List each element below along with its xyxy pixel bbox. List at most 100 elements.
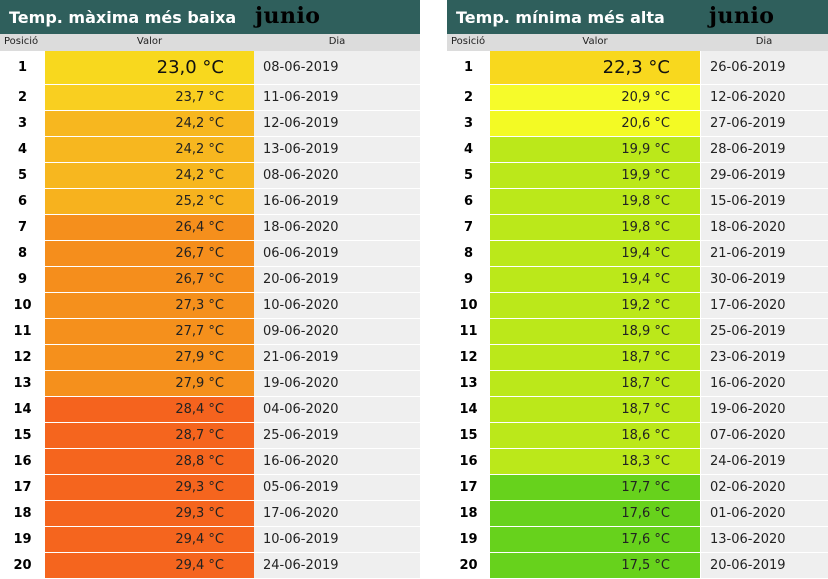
date-cell: 02-06-2020: [701, 475, 828, 500]
rank-cell: 19: [447, 527, 490, 552]
table-row: 9 19,4 °C 30-06-2019: [447, 267, 828, 293]
temperature-cell: 26,7 °C: [45, 267, 254, 292]
table-row: 7 19,8 °C 18-06-2020: [447, 215, 828, 241]
temperature-cell: 19,2 °C: [490, 293, 700, 318]
header-value: Valor: [582, 36, 608, 47]
temperature-cell: 17,5 °C: [490, 553, 700, 578]
header-day: Dia: [328, 36, 346, 47]
temperature-cell: 23,7 °C: [45, 85, 254, 110]
rank-cell: 18: [447, 501, 490, 526]
rank-cell: 12: [0, 345, 45, 370]
rank-cell: 9: [447, 267, 490, 292]
date-cell: 20-06-2019: [254, 267, 420, 292]
table-body: 1 23,0 °C 08-06-2019 2 23,7 °C 11-06-2019 3 24,…: [0, 51, 420, 579]
temperature-cell: 17,6 °C: [490, 527, 700, 552]
header-value: Valor: [136, 36, 163, 47]
table-row: 4 24,2 °C 13-06-2019: [0, 137, 420, 163]
temperature-cell: 29,4 °C: [45, 527, 254, 552]
date-cell: 01-06-2020: [701, 501, 828, 526]
table-title: Temp. màxima més baixa: [9, 8, 237, 27]
temperature-cell: 28,7 °C: [45, 423, 254, 448]
rank-cell: 5: [447, 163, 490, 188]
rank-cell: 20: [447, 553, 490, 578]
date-cell: 27-06-2019: [701, 111, 828, 136]
date-cell: 30-06-2019: [701, 267, 828, 292]
date-cell: 23-06-2019: [701, 345, 828, 370]
date-cell: 18-06-2020: [254, 215, 420, 240]
temperature-cell: 23,0 °C: [45, 51, 254, 84]
rank-cell: 9: [0, 267, 45, 292]
rank-cell: 6: [447, 189, 490, 214]
temperature-cell: 18,3 °C: [490, 449, 700, 474]
table-row: 2 20,9 °C 12-06-2020: [447, 85, 828, 111]
rank-cell: 15: [447, 423, 490, 448]
table-body: 1 22,3 °C 26-06-2019 2 20,9 °C 12-06-2020 3 20,…: [447, 51, 828, 579]
table-row: 14 28,4 °C 04-06-2020: [0, 397, 420, 423]
rank-cell: 17: [0, 475, 45, 500]
temperature-cell: 26,4 °C: [45, 215, 254, 240]
table-row: 12 18,7 °C 23-06-2019: [447, 345, 828, 371]
date-cell: 11-06-2019: [254, 85, 420, 110]
rank-cell: 3: [447, 111, 490, 136]
rank-cell: 4: [447, 137, 490, 162]
rank-cell: 16: [447, 449, 490, 474]
temperature-cell: 17,7 °C: [490, 475, 700, 500]
table-row: 18 17,6 °C 01-06-2020: [447, 501, 828, 527]
table-min-temp-highest: Temp. mínima més alta junio Posició Valo…: [447, 0, 828, 579]
date-cell: 20-06-2019: [701, 553, 828, 578]
rank-cell: 17: [447, 475, 490, 500]
temperature-cell: 29,3 °C: [45, 501, 254, 526]
table-row: 12 27,9 °C 21-06-2019: [0, 345, 420, 371]
date-cell: 13-06-2020: [701, 527, 828, 552]
date-cell: 08-06-2020: [254, 163, 420, 188]
table-row: 1 22,3 °C 26-06-2019: [447, 51, 828, 85]
date-cell: 13-06-2019: [254, 137, 420, 162]
temperature-cell: 19,8 °C: [490, 189, 700, 214]
date-cell: 26-06-2019: [701, 51, 828, 84]
date-cell: 29-06-2019: [701, 163, 828, 188]
temperature-cell: 18,9 °C: [490, 319, 700, 344]
date-cell: 07-06-2020: [701, 423, 828, 448]
rank-cell: 16: [0, 449, 45, 474]
rank-cell: 14: [0, 397, 45, 422]
date-cell: 17-06-2020: [701, 293, 828, 318]
rank-cell: 4: [0, 137, 45, 162]
table-row: 8 26,7 °C 06-06-2019: [0, 241, 420, 267]
table-row: 17 29,3 °C 05-06-2019: [0, 475, 420, 501]
temperature-cell: 24,2 °C: [45, 137, 254, 162]
temperature-cell: 28,8 °C: [45, 449, 254, 474]
rank-cell: 10: [0, 293, 45, 318]
date-cell: 05-06-2019: [254, 475, 420, 500]
temperature-cell: 24,2 °C: [45, 111, 254, 136]
table-row: 6 19,8 °C 15-06-2019: [447, 189, 828, 215]
temperature-cell: 27,7 °C: [45, 319, 254, 344]
table-row: 13 27,9 °C 19-06-2020: [0, 371, 420, 397]
date-cell: 19-06-2020: [701, 397, 828, 422]
rank-cell: 1: [0, 51, 45, 84]
table-row: 11 18,9 °C 25-06-2019: [447, 319, 828, 345]
date-cell: 21-06-2019: [254, 345, 420, 370]
rank-cell: 18: [0, 501, 45, 526]
date-cell: 16-06-2020: [701, 371, 828, 396]
table-row: 18 29,3 °C 17-06-2020: [0, 501, 420, 527]
temperature-cell: 18,6 °C: [490, 423, 700, 448]
date-cell: 18-06-2020: [701, 215, 828, 240]
table-row: 5 19,9 °C 29-06-2019: [447, 163, 828, 189]
table-row: 10 19,2 °C 17-06-2020: [447, 293, 828, 319]
rank-cell: 3: [0, 111, 45, 136]
rank-cell: 10: [447, 293, 490, 318]
date-cell: 25-06-2019: [701, 319, 828, 344]
table-row: 3 20,6 °C 27-06-2019: [447, 111, 828, 137]
table-row: 13 18,7 °C 16-06-2020: [447, 371, 828, 397]
rank-cell: 5: [0, 163, 45, 188]
rank-cell: 7: [447, 215, 490, 240]
table-row: 3 24,2 °C 12-06-2019: [0, 111, 420, 137]
table-row: 4 19,9 °C 28-06-2019: [447, 137, 828, 163]
temperature-cell: 20,9 °C: [490, 85, 700, 110]
date-cell: 10-06-2019: [254, 527, 420, 552]
table-title-bar: Temp. mínima més alta junio: [447, 0, 828, 34]
rank-cell: 15: [0, 423, 45, 448]
date-cell: 16-06-2020: [254, 449, 420, 474]
date-cell: 19-06-2020: [254, 371, 420, 396]
rank-cell: 2: [0, 85, 45, 110]
